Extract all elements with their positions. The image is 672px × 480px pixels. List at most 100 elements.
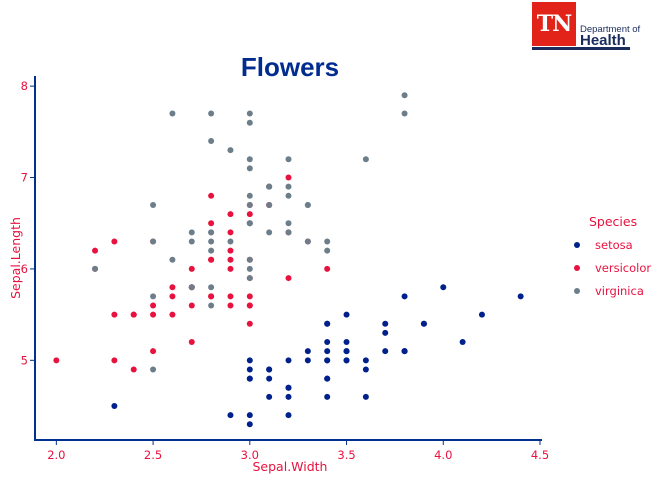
data-point-setosa[interactable] [362,393,369,400]
data-point-setosa[interactable] [440,284,447,291]
data-point-versicolor[interactable] [111,311,118,318]
data-point-versicolor[interactable] [111,238,118,245]
data-point-setosa[interactable] [382,320,389,327]
data-point-virginica[interactable] [227,147,234,154]
data-point-versicolor[interactable] [227,247,234,254]
data-point-virginica[interactable] [324,247,331,254]
data-point-setosa[interactable] [459,339,466,346]
data-point-virginica[interactable] [227,238,234,245]
data-point-virginica[interactable] [246,201,253,208]
data-point-versicolor[interactable] [188,265,195,272]
data-point-virginica[interactable] [285,156,292,163]
data-point-virginica[interactable] [285,229,292,236]
legend-item-virginica[interactable]: virginica [595,284,644,298]
data-point-virginica[interactable] [169,110,176,117]
data-point-versicolor[interactable] [169,293,176,300]
data-point-versicolor[interactable] [227,229,234,236]
legend-marker-virginica[interactable] [574,288,580,294]
data-point-versicolor[interactable] [150,348,157,355]
data-point-virginica[interactable] [188,284,195,291]
data-point-virginica[interactable] [285,192,292,199]
data-point-virginica[interactable] [208,110,215,117]
data-point-virginica[interactable] [150,201,157,208]
data-point-versicolor[interactable] [246,211,253,218]
data-point-virginica[interactable] [246,220,253,227]
data-point-virginica[interactable] [304,238,311,245]
data-point-virginica[interactable] [285,220,292,227]
data-point-setosa[interactable] [420,320,427,327]
data-point-setosa[interactable] [246,412,253,419]
data-point-virginica[interactable] [208,238,215,245]
data-point-setosa[interactable] [324,339,331,346]
data-point-setosa[interactable] [285,357,292,364]
data-point-setosa[interactable] [382,348,389,355]
data-point-virginica[interactable] [188,238,195,245]
data-point-versicolor[interactable] [285,174,292,181]
data-point-setosa[interactable] [382,329,389,336]
data-point-versicolor[interactable] [169,284,176,291]
data-point-setosa[interactable] [517,293,524,300]
data-point-virginica[interactable] [92,265,99,272]
data-point-setosa[interactable] [478,311,485,318]
data-point-virginica[interactable] [266,229,273,236]
data-point-setosa[interactable] [304,348,311,355]
data-point-setosa[interactable] [304,357,311,364]
data-point-versicolor[interactable] [285,275,292,282]
data-point-virginica[interactable] [246,156,253,163]
data-point-setosa[interactable] [246,357,253,364]
data-point-setosa[interactable] [227,412,234,419]
legend[interactable]: Species setosa versicolor virginica [574,214,651,298]
data-point-versicolor[interactable] [208,220,215,227]
data-point-setosa[interactable] [266,366,273,373]
data-point-setosa[interactable] [324,393,331,400]
data-point-virginica[interactable] [304,201,311,208]
data-point-setosa[interactable] [401,293,408,300]
data-point-versicolor[interactable] [227,256,234,263]
data-point-virginica[interactable] [150,366,157,373]
data-point-versicolor[interactable] [53,357,60,364]
data-point-virginica[interactable] [246,110,253,117]
legend-item-versicolor[interactable]: versicolor [595,261,651,275]
data-point-virginica[interactable] [285,183,292,190]
data-point-virginica[interactable] [266,183,273,190]
data-point-versicolor[interactable] [208,293,215,300]
data-point-virginica[interactable] [246,165,253,172]
data-point-setosa[interactable] [362,366,369,373]
legend-marker-versicolor[interactable] [574,265,580,271]
data-point-versicolor[interactable] [246,302,253,309]
data-point-virginica[interactable] [324,238,331,245]
data-point-versicolor[interactable] [324,265,331,272]
data-point-setosa[interactable] [285,384,292,391]
data-point-setosa[interactable] [266,375,273,382]
data-point-setosa[interactable] [285,412,292,419]
data-point-versicolor[interactable] [246,320,253,327]
data-point-virginica[interactable] [362,156,369,163]
data-point-setosa[interactable] [343,311,350,318]
data-point-setosa[interactable] [246,375,253,382]
data-point-virginica[interactable] [246,275,253,282]
data-point-versicolor[interactable] [150,302,157,309]
data-point-versicolor[interactable] [208,192,215,199]
data-point-setosa[interactable] [266,393,273,400]
data-point-virginica[interactable] [150,293,157,300]
data-point-versicolor[interactable] [188,339,195,346]
data-point-setosa[interactable] [246,366,253,373]
data-point-versicolor[interactable] [92,247,99,254]
legend-marker-setosa[interactable] [574,242,580,248]
data-point-virginica[interactable] [246,256,253,263]
data-point-versicolor[interactable] [169,311,176,318]
data-point-setosa[interactable] [343,357,350,364]
data-point-virginica[interactable] [208,302,215,309]
data-point-versicolor[interactable] [130,366,137,373]
data-point-virginica[interactable] [401,92,408,99]
data-point-setosa[interactable] [111,403,118,410]
data-point-versicolor[interactable] [246,293,253,300]
data-point-virginica[interactable] [208,247,215,254]
data-point-virginica[interactable] [246,119,253,126]
data-point-versicolor[interactable] [188,302,195,309]
data-point-virginica[interactable] [169,256,176,263]
data-point-setosa[interactable] [343,339,350,346]
data-point-virginica[interactable] [246,265,253,272]
data-point-setosa[interactable] [324,320,331,327]
data-point-setosa[interactable] [401,348,408,355]
